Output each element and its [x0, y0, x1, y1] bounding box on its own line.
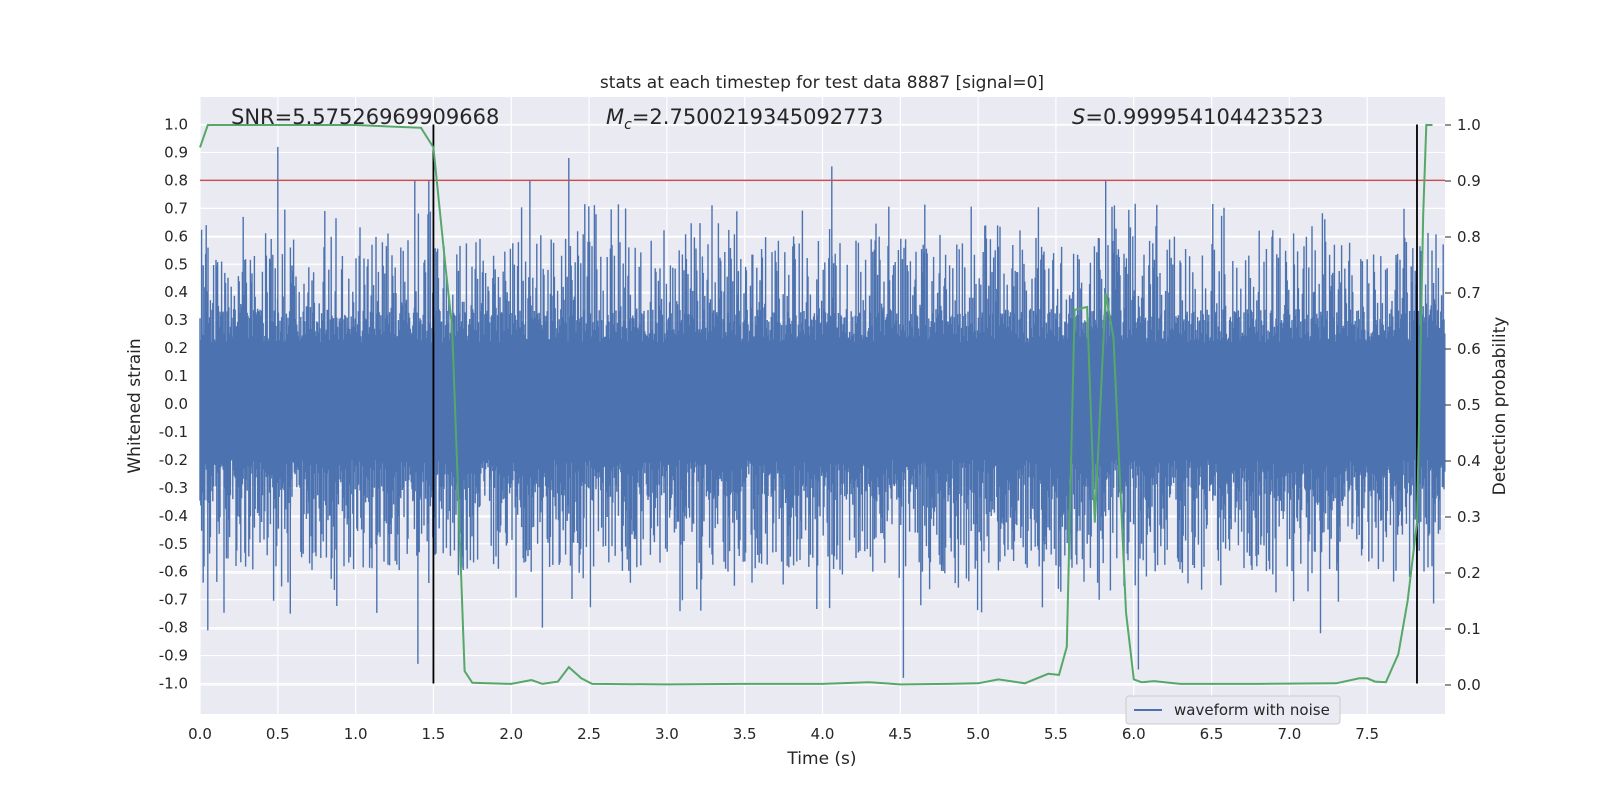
- y-tick-label-left: 0.2: [164, 339, 188, 357]
- x-axis-label: Time (s): [786, 749, 856, 769]
- x-tick-label: 0.0: [188, 725, 212, 743]
- y-tick-label-right: 0.5: [1457, 396, 1481, 414]
- s-annotation: S=0.999954104423523: [1072, 105, 1323, 129]
- x-tick-label: 1.5: [422, 725, 446, 743]
- y-tick-label-left: 0.4: [164, 283, 188, 301]
- s-value: =0.999954104423523: [1085, 105, 1323, 129]
- waveform-line: [199, 146, 1446, 678]
- waveform-series: [199, 146, 1446, 678]
- y-tick-label-left: -0.6: [159, 563, 188, 581]
- y-axis-label-right: Detection probability: [1490, 317, 1510, 496]
- y-axis-label-left: Whitened strain: [125, 338, 145, 473]
- x-tick-label: 7.5: [1355, 725, 1379, 743]
- y-tick-label-right: 0.7: [1457, 284, 1481, 302]
- y-tick-label-right: 0.6: [1457, 340, 1481, 358]
- x-tick-label: 0.5: [266, 725, 290, 743]
- y-tick-label-left: 0.0: [164, 395, 188, 413]
- x-tick-label: 2.0: [499, 725, 523, 743]
- y-tick-label-left: 0.8: [164, 171, 188, 189]
- s-symbol: S: [1072, 105, 1085, 129]
- snr-annotation: SNR=5.57526969909668: [231, 105, 499, 129]
- y-tick-label-left: 1.0: [164, 116, 188, 134]
- chirp-mass-symbol: M: [606, 105, 624, 129]
- y-tick-label-right: 0.0: [1457, 676, 1481, 694]
- y-tick-label-left: -0.8: [159, 619, 188, 637]
- x-tick-label: 7.0: [1277, 725, 1301, 743]
- chirp-mass-value: =2.7500219345092773: [632, 105, 883, 129]
- x-tick-label: 4.5: [888, 725, 912, 743]
- y-tick-label-right: 0.3: [1457, 508, 1481, 526]
- y-tick-label-right: 0.8: [1457, 228, 1481, 246]
- overlays: [199, 124, 1445, 686]
- legend-box: [1125, 695, 1341, 725]
- x-tick-label: 4.0: [811, 725, 835, 743]
- y-tick-label-left: -0.5: [159, 535, 188, 553]
- y-tick-label-left: -0.3: [159, 479, 188, 497]
- y-tick-label-right: 0.9: [1457, 172, 1481, 190]
- x-tick-label: 6.0: [1122, 725, 1146, 743]
- x-tick-label: 3.0: [655, 725, 679, 743]
- y-tick-label-left: -0.7: [159, 591, 188, 609]
- y-tick-label-left: 0.1: [164, 367, 188, 385]
- y-tick-label-left: 0.5: [164, 255, 188, 273]
- chirp-mass-subscript: c: [624, 117, 632, 133]
- legend: waveform with noise: [1125, 695, 1341, 725]
- y-tick-label-right: 0.2: [1457, 564, 1481, 582]
- y-tick-label-right: 0.1: [1457, 620, 1481, 638]
- x-tick-label: 5.0: [966, 725, 990, 743]
- y-tick-label-left: -1.0: [159, 675, 188, 693]
- y-tick-label-left: 0.6: [164, 227, 188, 245]
- x-tick-label: 6.5: [1200, 725, 1224, 743]
- x-tick-label: 1.0: [344, 725, 368, 743]
- axes: 0.0 0.5 1.0 1.5 2.0 2.5 3.0 3.5 4.0 4.5 5.0 5.5 6.0 6…: [159, 116, 1481, 744]
- y-tick-label-right: 1.0: [1457, 116, 1481, 134]
- detection-probability-line: [199, 124, 1433, 686]
- x-tick-label: 3.5: [733, 725, 757, 743]
- x-tick-label: 5.5: [1044, 725, 1068, 743]
- y-tick-label-left: 0.9: [164, 143, 188, 161]
- y-tick-label-left: -0.4: [159, 507, 188, 525]
- x-tick-label: 2.5: [577, 725, 601, 743]
- y-tick-label-left: 0.3: [164, 311, 188, 329]
- chart-title: stats at each timestep for test data 888…: [600, 73, 1044, 93]
- chirp-mass-annotation: Mc=2.7500219345092773: [606, 105, 883, 133]
- legend-label: waveform with noise: [1174, 701, 1330, 719]
- y-tick-label-left: -0.9: [159, 647, 188, 665]
- y-tick-label-right: 0.4: [1457, 452, 1481, 470]
- y-tick-label-left: -0.2: [159, 451, 188, 469]
- y-tick-label-left: -0.1: [159, 423, 188, 441]
- y-tick-label-left: 0.7: [164, 199, 188, 217]
